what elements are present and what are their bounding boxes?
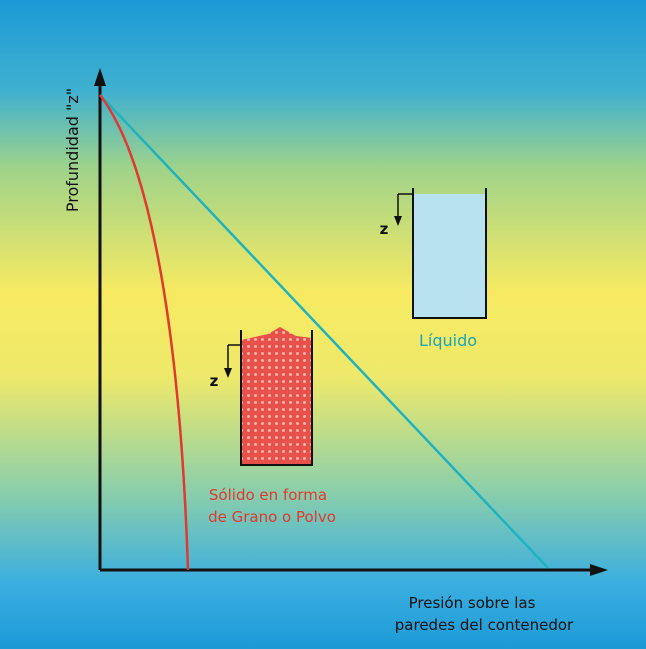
y-arrow (94, 68, 106, 86)
liquid-depth-label: z (380, 220, 389, 238)
x-axis-label: Presión sobre las (409, 594, 536, 612)
solid-fill (241, 327, 312, 465)
solid-pressure-curve (99, 94, 190, 571)
liquid-container (412, 188, 487, 319)
liquid-label: Líquido (419, 331, 477, 350)
solid-depth-arrowhead (224, 368, 232, 378)
solid-label: de Grano o Polvo (208, 508, 336, 526)
x-arrow (590, 564, 608, 576)
y-axis-label: Profundidad "z" (63, 88, 82, 212)
liquid-fill (413, 194, 486, 318)
solid-label: Sólido en forma (209, 486, 327, 504)
solid-container (240, 330, 313, 466)
liquid-depth-arrowhead (394, 216, 402, 226)
solid-depth-label: z (210, 372, 219, 390)
liquid-pressure-line (99, 94, 549, 569)
x-axis-label: paredes del contenedor (395, 616, 574, 634)
